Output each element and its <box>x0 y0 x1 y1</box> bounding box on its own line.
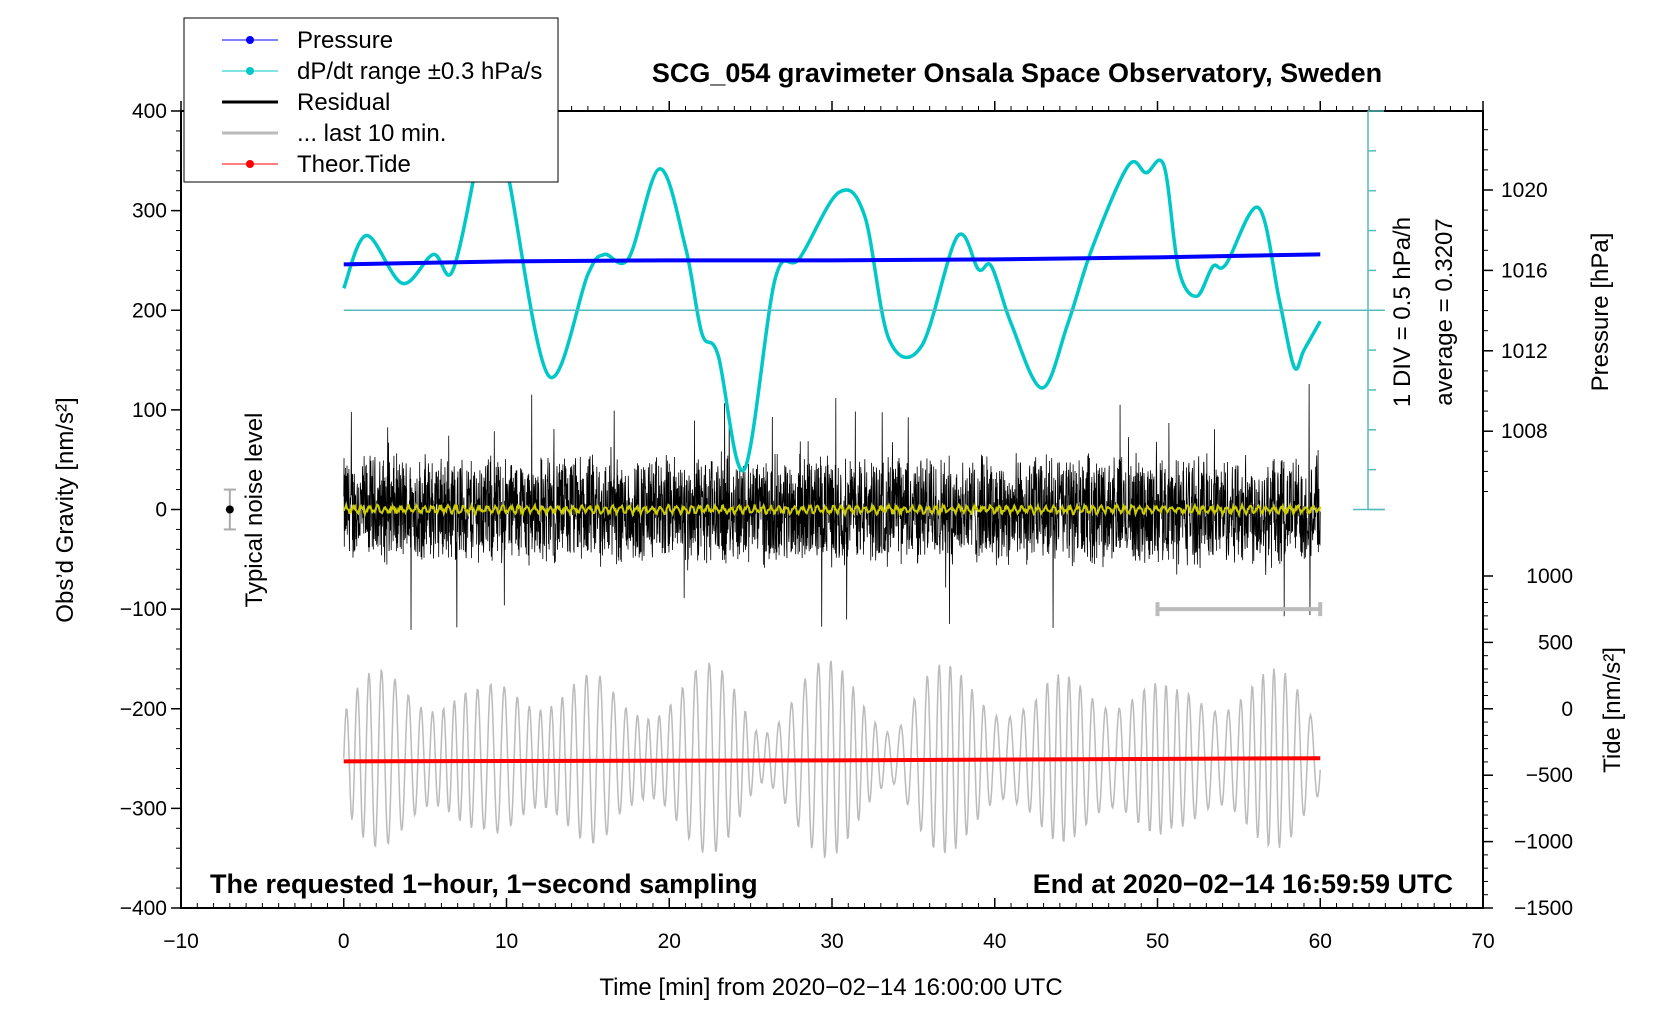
noise-level-point <box>225 505 234 514</box>
y-tick-label: −100 <box>120 598 167 621</box>
legend-label: Residual <box>297 89 390 116</box>
x-tick-label: −10 <box>163 930 199 953</box>
tide-tick-label: −1000 <box>1514 831 1573 854</box>
last-10-min-line <box>343 660 1321 858</box>
pressure-axis-label: Pressure [hPa] <box>1587 233 1614 392</box>
pressure-tick-label: 1016 <box>1501 259 1548 282</box>
x-axis-label: Time [min] from 2020−02−14 16:00:00 UTC <box>599 974 1062 1001</box>
average-annotation: average = 0.3207 <box>1431 218 1458 406</box>
tide-tick-label: −1500 <box>1514 897 1573 920</box>
y-tick-label: 100 <box>132 399 167 422</box>
legend-marker <box>246 67 254 75</box>
legend-marker <box>246 36 254 44</box>
x-tick-label: 0 <box>338 930 350 953</box>
y-axis-label: Obs’d Gravity [nm/s²] <box>52 397 79 622</box>
tide-tick-label: −500 <box>1526 764 1573 787</box>
x-tick-label: 30 <box>820 930 843 953</box>
chart-title: SCG_054 gravimeter Onsala Space Observat… <box>652 58 1382 88</box>
residual-line <box>343 383 1321 630</box>
pressure-tick-label: 1008 <box>1501 420 1548 443</box>
y-tick-label: 0 <box>155 499 167 522</box>
legend-label: dP/dt range ±0.3 hPa/s <box>297 58 542 85</box>
plot-area <box>223 111 1323 858</box>
x-tick-label: 40 <box>983 930 1006 953</box>
tide-tick-label: 500 <box>1538 631 1573 654</box>
pressure-tick-label: 1012 <box>1501 340 1548 363</box>
pressure-tick-label: 1020 <box>1501 179 1548 202</box>
x-tick-label: 50 <box>1146 930 1169 953</box>
div-annotation: 1 DIV = 0.5 hPa/h <box>1389 217 1416 407</box>
legend-marker <box>246 160 254 168</box>
noise-annotation: Typical noise level <box>241 413 268 608</box>
y-tick-label: 200 <box>132 299 167 322</box>
legend-label: Pressure <box>297 27 393 54</box>
bottom-right-note: End at 2020−02−14 16:59:59 UTC <box>1033 869 1453 899</box>
y-tick-label: −400 <box>120 897 167 920</box>
bottom-left-note: The requested 1−hour, 1−second sampling <box>210 869 758 899</box>
x-tick-label: 10 <box>495 930 518 953</box>
tide-tick-label: 0 <box>1561 698 1573 721</box>
legend: Pressure dP/dt range ±0.3 hPa/s Residual..… <box>183 17 559 183</box>
filtered-residual-line <box>342 501 1322 518</box>
y-tick-label: −200 <box>120 698 167 721</box>
y-tick-label: 300 <box>132 200 167 223</box>
pressure-line <box>343 252 1321 267</box>
y-tick-label: 400 <box>132 100 167 123</box>
y-tick-label: −300 <box>120 797 167 820</box>
legend-label: ... last 10 min. <box>297 120 446 147</box>
tide-line <box>343 756 1321 764</box>
x-tick-label: 60 <box>1309 930 1332 953</box>
tide-axis-label: Tide [nm/s²] <box>1599 647 1626 773</box>
x-tick-label: 20 <box>658 930 681 953</box>
legend-label: Theor.Tide <box>297 151 411 178</box>
x-tick-label: 70 <box>1471 930 1494 953</box>
tide-tick-label: 1000 <box>1526 565 1573 588</box>
